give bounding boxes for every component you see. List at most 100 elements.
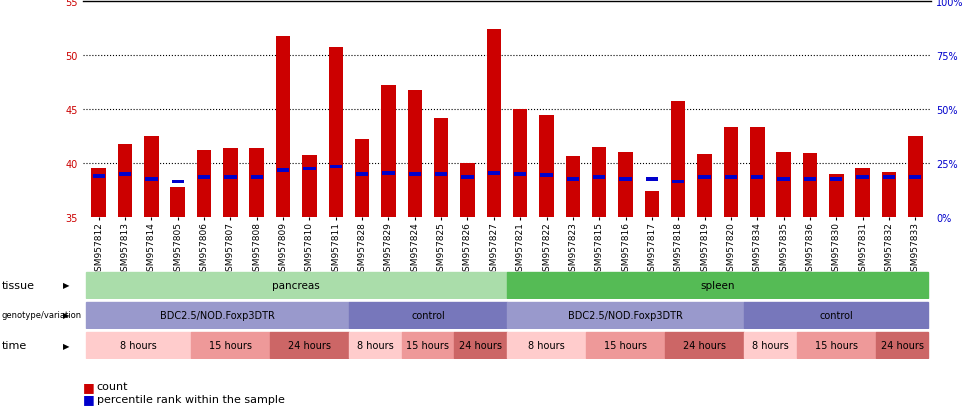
Bar bbox=[460, 164, 475, 217]
Bar bbox=[86, 272, 507, 298]
Bar bbox=[671, 101, 685, 217]
Text: spleen: spleen bbox=[700, 280, 735, 290]
Text: ▶: ▶ bbox=[63, 311, 70, 320]
Text: 8 hours: 8 hours bbox=[120, 340, 157, 350]
Bar bbox=[830, 178, 842, 182]
Text: 15 hours: 15 hours bbox=[407, 340, 449, 350]
Bar bbox=[724, 176, 737, 180]
Bar bbox=[381, 86, 396, 217]
Bar bbox=[86, 302, 349, 328]
Text: tissue: tissue bbox=[2, 280, 35, 290]
Text: 15 hours: 15 hours bbox=[815, 340, 858, 350]
Bar bbox=[750, 128, 764, 217]
Bar bbox=[198, 176, 211, 180]
Text: 8 hours: 8 hours bbox=[752, 340, 789, 350]
Text: 8 hours: 8 hours bbox=[528, 340, 565, 350]
Bar bbox=[488, 171, 500, 176]
Bar bbox=[644, 192, 659, 217]
Bar bbox=[909, 176, 921, 180]
Bar bbox=[876, 332, 928, 358]
Bar bbox=[250, 149, 264, 217]
Bar bbox=[744, 332, 797, 358]
Text: ▶: ▶ bbox=[63, 341, 70, 350]
Text: 15 hours: 15 hours bbox=[604, 340, 647, 350]
Bar bbox=[223, 149, 238, 217]
Bar bbox=[382, 171, 395, 176]
Text: BDC2.5/NOD.Foxp3DTR: BDC2.5/NOD.Foxp3DTR bbox=[568, 310, 682, 320]
Bar bbox=[539, 115, 554, 217]
Bar bbox=[303, 167, 316, 171]
Bar bbox=[171, 187, 185, 217]
Bar bbox=[224, 176, 237, 180]
Bar bbox=[592, 147, 606, 217]
Text: count: count bbox=[97, 381, 128, 391]
Bar bbox=[672, 180, 684, 184]
Bar bbox=[566, 157, 580, 217]
Bar bbox=[118, 144, 133, 217]
Bar bbox=[409, 173, 421, 176]
Bar bbox=[270, 332, 349, 358]
Text: 24 hours: 24 hours bbox=[683, 340, 726, 350]
Bar bbox=[507, 272, 928, 298]
Bar bbox=[330, 165, 342, 169]
Text: percentile rank within the sample: percentile rank within the sample bbox=[97, 394, 285, 404]
Bar bbox=[777, 178, 790, 182]
Bar bbox=[593, 176, 605, 180]
Bar bbox=[302, 156, 317, 217]
Bar bbox=[856, 176, 869, 180]
Bar bbox=[251, 176, 263, 180]
Bar bbox=[513, 110, 527, 217]
Bar bbox=[507, 332, 586, 358]
Bar bbox=[566, 178, 579, 182]
Bar bbox=[618, 153, 633, 217]
Text: time: time bbox=[2, 340, 27, 350]
Bar bbox=[802, 154, 817, 217]
Text: genotype/variation: genotype/variation bbox=[2, 311, 82, 320]
Bar bbox=[329, 47, 343, 217]
Bar bbox=[797, 332, 876, 358]
Text: ■: ■ bbox=[83, 392, 95, 405]
Bar bbox=[665, 332, 744, 358]
Bar bbox=[402, 332, 454, 358]
Bar bbox=[803, 178, 816, 182]
Bar bbox=[487, 31, 501, 217]
Bar bbox=[454, 332, 507, 358]
Bar bbox=[434, 119, 448, 217]
Text: 24 hours: 24 hours bbox=[288, 340, 331, 350]
Bar bbox=[776, 153, 791, 217]
Bar bbox=[172, 180, 184, 184]
Bar bbox=[119, 173, 132, 176]
Bar bbox=[829, 174, 843, 217]
Text: ■: ■ bbox=[83, 380, 95, 393]
Text: control: control bbox=[819, 310, 853, 320]
Bar bbox=[744, 302, 928, 328]
Bar bbox=[881, 172, 896, 217]
Bar bbox=[277, 169, 290, 172]
Bar bbox=[507, 302, 744, 328]
Bar bbox=[86, 332, 191, 358]
Text: 24 hours: 24 hours bbox=[880, 340, 923, 350]
Bar bbox=[92, 169, 106, 217]
Text: pancreas: pancreas bbox=[272, 280, 320, 290]
Text: 15 hours: 15 hours bbox=[209, 340, 252, 350]
Text: ▶: ▶ bbox=[63, 280, 70, 290]
Bar bbox=[93, 175, 105, 178]
Bar bbox=[276, 37, 291, 217]
Bar bbox=[356, 173, 369, 176]
Bar bbox=[349, 302, 507, 328]
Text: 24 hours: 24 hours bbox=[459, 340, 502, 350]
Bar bbox=[751, 176, 763, 180]
Text: 8 hours: 8 hours bbox=[357, 340, 394, 350]
Bar bbox=[191, 332, 270, 358]
Bar bbox=[723, 128, 738, 217]
Bar bbox=[540, 174, 553, 178]
Bar bbox=[461, 176, 474, 180]
Bar bbox=[145, 178, 158, 182]
Bar bbox=[645, 178, 658, 182]
Text: BDC2.5/NOD.Foxp3DTR: BDC2.5/NOD.Foxp3DTR bbox=[160, 310, 275, 320]
Bar bbox=[144, 137, 159, 217]
Bar bbox=[586, 332, 665, 358]
Bar bbox=[619, 178, 632, 182]
Bar bbox=[197, 151, 212, 217]
Bar bbox=[355, 140, 370, 217]
